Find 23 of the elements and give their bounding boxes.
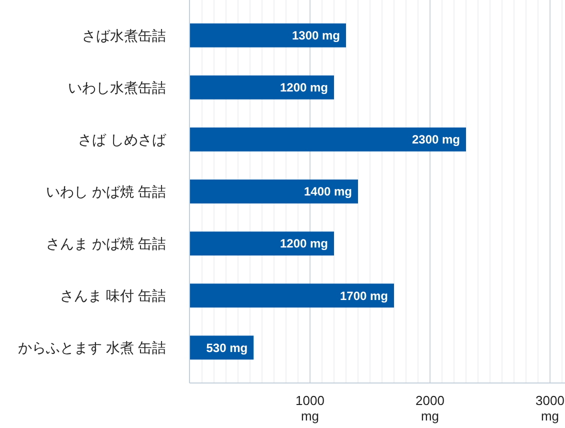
y-tick-label: いわし水煮缶詰 — [68, 79, 166, 96]
bar — [190, 23, 346, 48]
data-label: 1200 mg — [280, 236, 328, 251]
y-tick-label: さば しめさば — [78, 131, 167, 148]
y-tick-label: いわし かば焼 缶詰 — [46, 183, 166, 200]
y-tick-label: さんま 味付 缶詰 — [60, 287, 166, 304]
bar — [190, 232, 334, 256]
y-tick-label: さば水煮缶詰 — [82, 27, 166, 44]
bar — [190, 127, 466, 152]
bar — [190, 180, 358, 204]
bar — [190, 284, 394, 308]
x-tick-label: 3000 mg — [536, 393, 564, 424]
y-tick-label: さんま かば焼 缶詰 — [46, 235, 166, 252]
data-label: 1700 mg — [340, 288, 388, 303]
data-label: 1300 mg — [292, 28, 340, 43]
data-label: 1400 mg — [304, 184, 352, 199]
data-label: 530 mg — [206, 340, 248, 355]
bar — [190, 75, 334, 100]
data-label: 1200 mg — [280, 80, 328, 95]
y-tick-label: からふとます 水煮 缶詰 — [18, 340, 166, 356]
x-tick-label: 1000 mg — [296, 393, 324, 424]
data-label: 2300 mg — [412, 132, 460, 147]
x-tick-label: 2000 mg — [416, 393, 444, 424]
